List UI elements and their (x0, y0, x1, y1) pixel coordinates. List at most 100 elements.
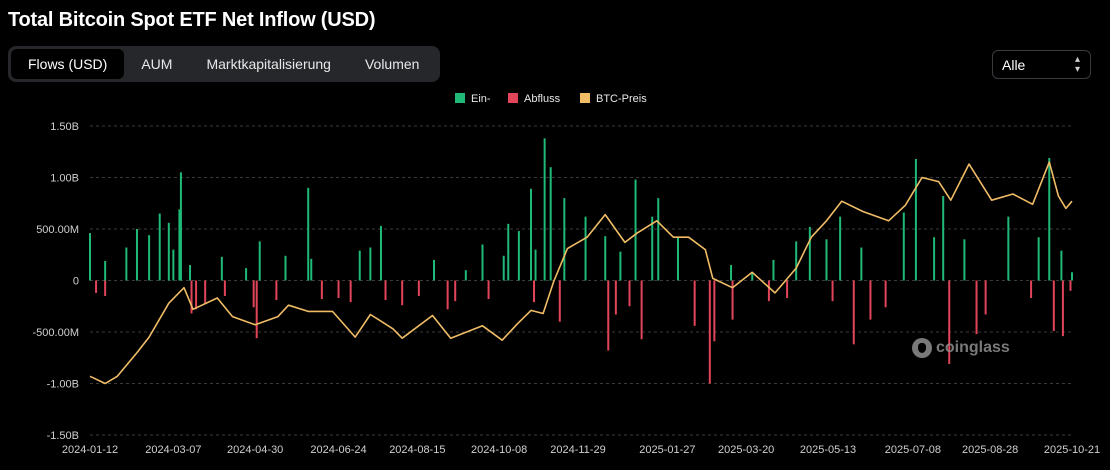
flow-bar (640, 280, 643, 340)
time-range-select[interactable]: Alle ▴ ▾ (992, 50, 1091, 79)
flow-bar (481, 244, 484, 281)
flow-bar (869, 280, 872, 320)
flow-bar (767, 280, 770, 302)
flow-bar (446, 280, 449, 310)
flow-bar (549, 167, 552, 281)
flow-bar (190, 280, 193, 314)
flow-bar (558, 280, 561, 322)
flow-bar (1061, 280, 1064, 337)
flow-bar (614, 280, 617, 315)
flow-bar (220, 256, 223, 281)
flow-bar (252, 280, 255, 308)
flow-bar (772, 259, 775, 281)
tab-flows-usd[interactable]: Flows (USD) (11, 49, 125, 79)
btc-price-line (89, 161, 1073, 385)
coinglass-logo-icon (912, 338, 932, 358)
flow-bar (125, 247, 128, 281)
flow-bar (204, 280, 207, 305)
flow-bar (942, 196, 945, 281)
flow-bar (172, 249, 175, 281)
flow-bar (529, 188, 532, 281)
flow-bar (708, 280, 711, 384)
flow-bar (417, 280, 420, 296)
y-tick-label: 1.50B (50, 121, 79, 133)
flow-bar (275, 280, 278, 301)
flow-bar (604, 236, 607, 281)
chart-grid (90, 125, 1072, 436)
chart-axes: 1.50B 1.00B 500.00M 0 -500.00M -1.00B -1.50B 20… (33, 121, 1101, 456)
flow-bar (902, 212, 905, 281)
flow-bar (839, 216, 842, 281)
flow-bar (584, 216, 587, 281)
flow-bar (607, 280, 610, 351)
flow-bar (502, 255, 505, 281)
flow-bar (676, 237, 679, 281)
flow-bar (1030, 280, 1033, 299)
tab-volume[interactable]: Volumen (364, 56, 420, 72)
coinglass-watermark: coinglass (912, 338, 1010, 358)
legend-label: Abfluss (524, 93, 561, 105)
legend-label: Ein- (471, 93, 491, 105)
flow-bar (349, 280, 352, 303)
flow-bar (379, 225, 382, 281)
flow-bar (825, 239, 828, 281)
flow-bar (963, 239, 966, 281)
flow-bar (95, 280, 98, 293)
flow-bar (795, 241, 798, 281)
flow-bar (933, 237, 936, 281)
chevron-up-down-icon: ▴ ▾ (1074, 53, 1080, 75)
x-tick-label: 2024-11-29 (550, 444, 605, 456)
flow-bar (634, 179, 637, 281)
x-tick-label: 2024-03-07 (145, 444, 201, 456)
flow-bar (948, 280, 951, 364)
flow-bar (651, 216, 654, 281)
tab-market-cap[interactable]: Marktkapitalisierung (206, 56, 331, 72)
flow-bars (89, 138, 1073, 384)
flow-bar (307, 187, 310, 281)
x-tick-label: 2024-04-30 (227, 444, 283, 456)
flow-bar (255, 280, 258, 339)
flow-bar (104, 280, 107, 296)
flow-bar (808, 226, 811, 281)
x-tick-label: 2024-08-15 (389, 444, 445, 456)
flow-bar (507, 223, 510, 281)
flow-bar (258, 241, 261, 281)
flow-bar (657, 198, 660, 281)
flow-bar (401, 280, 404, 306)
tab-aum[interactable]: AUM (141, 56, 173, 72)
x-tick-label: 2024-10-08 (471, 444, 527, 456)
flow-bar (975, 280, 978, 335)
flow-bar (1037, 237, 1040, 281)
flow-bar (831, 280, 834, 302)
tab-bar: Flows (USD) AUM Marktkapitalisierung Vol… (8, 46, 440, 82)
chart-legend: Ein- Abfluss BTC-Preis (455, 93, 647, 105)
y-tick-label: -1.00B (47, 379, 79, 391)
flow-bar (148, 235, 151, 281)
flow-bar (135, 229, 138, 281)
flow-bar (1069, 280, 1072, 291)
flow-bar (223, 280, 226, 296)
flow-bar (104, 260, 107, 281)
flow-bar (464, 270, 467, 281)
y-tick-label: -1.50B (47, 430, 79, 442)
flow-bar (195, 280, 198, 310)
x-tick-label: 2025-08-28 (962, 444, 1018, 456)
legend-label: BTC-Preis (596, 93, 647, 105)
flow-bar (320, 280, 323, 300)
flow-bar (384, 280, 387, 301)
flow-bar (433, 259, 436, 281)
flow-bar (563, 198, 566, 281)
x-tick-label: 2025-03-20 (718, 444, 774, 456)
page-title: Total Bitcoin Spot ETF Net Inflow (USD) (8, 9, 376, 31)
flow-bar (628, 280, 631, 307)
legend-swatch (455, 93, 465, 103)
flow-bar (358, 250, 361, 281)
x-tick-label: 2024-01-12 (62, 444, 118, 456)
flow-bar (533, 280, 536, 303)
flow-bar (1052, 280, 1055, 331)
price-line-group (89, 161, 1073, 385)
flow-bar (984, 280, 987, 315)
flow-bar (284, 255, 287, 281)
flow-bar (713, 280, 716, 342)
